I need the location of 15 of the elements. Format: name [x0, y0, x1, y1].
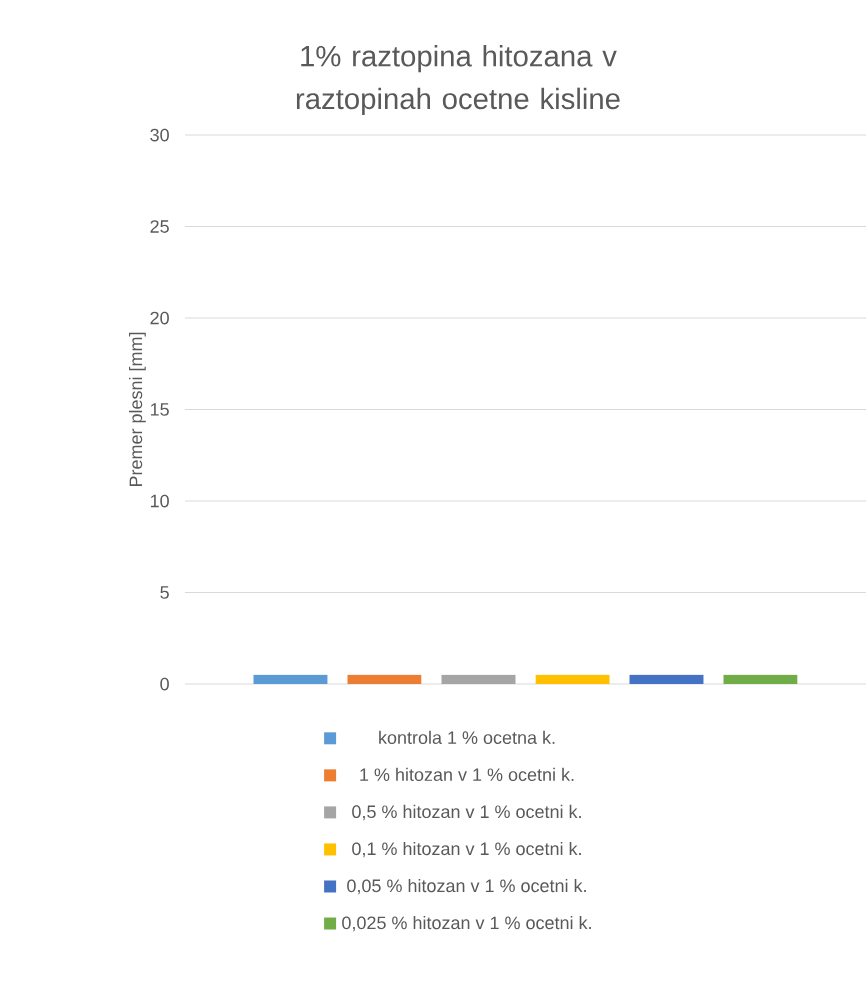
legend-label: 0,05 % hitozan v 1 % ocetni k. [347, 878, 586, 895]
legend-label: 0,5 % hitozan v 1 % ocetni k. [352, 804, 581, 821]
legend-label: 0,1 % hitozan v 1 % ocetni k. [352, 841, 581, 858]
y-tick-label: 25 [150, 220, 169, 233]
y-tick-label: 5 [160, 586, 169, 599]
legend-label: kontrola 1 % ocetna k. [379, 730, 555, 744]
y-axis-title: Premer plesni [mm] [128, 332, 146, 487]
legend-label: 0,025 % hitozan v 1 % ocetni k. [342, 915, 591, 932]
y-tick-label: 15 [150, 403, 169, 416]
y-tick-label: 10 [150, 494, 169, 508]
y-tick-label: 30 [150, 128, 169, 142]
y-tick-label: 0 [160, 677, 169, 691]
y-tick-label: 20 [150, 311, 169, 325]
legend-label: 1 % hitozan v 1 % ocetni k. [360, 767, 574, 782]
chart-title: 1% raztopina hitozana v raztopinah ocetne kisline [296, 44, 620, 116]
